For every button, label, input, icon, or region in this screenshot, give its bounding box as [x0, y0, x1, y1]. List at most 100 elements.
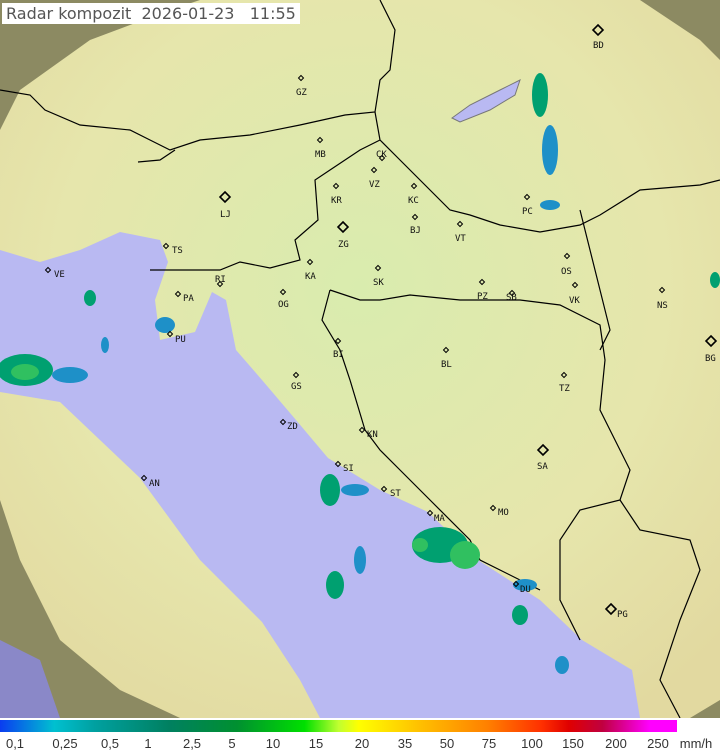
- city-marker-icon: [306, 258, 314, 266]
- city-label-zg: ZG: [338, 240, 349, 250]
- city-marker-icon: [489, 504, 497, 512]
- city-label-tz: TZ: [559, 384, 570, 394]
- city-marker-icon: [512, 580, 520, 588]
- city-marker-icon: [216, 280, 224, 288]
- radar-map[interactable]: GZ BD MB CK VZ KR KC LJ ZG BJ VT PC TS KA SK OS NS VE RI PA…: [0, 0, 720, 718]
- lake-balaton: [451, 79, 521, 123]
- city-marker-icon: [166, 330, 174, 338]
- city-label-bd: BD: [593, 41, 604, 51]
- city-marker-icon: [410, 182, 418, 190]
- legend-label: 2,5: [182, 736, 202, 751]
- legend-label: 0,5: [100, 736, 120, 751]
- city-label-ka: KA: [305, 272, 316, 282]
- city-label-gs: GS: [291, 382, 302, 392]
- legend-label: 250: [647, 736, 669, 751]
- city-label-si: SI: [343, 464, 354, 474]
- city-marker-icon: [292, 371, 300, 379]
- city-marker-icon: [563, 252, 571, 260]
- legend-label: 10: [265, 736, 281, 751]
- city-label-ns: NS: [657, 301, 668, 311]
- city-label-sa: SA: [537, 462, 548, 472]
- city-label-bl: BL: [441, 360, 452, 370]
- city-label-ri: RI: [215, 275, 226, 285]
- city-label-zd: ZD: [287, 422, 298, 432]
- city-label-ts: TS: [172, 246, 183, 256]
- legend-unit: mm/h: [679, 736, 713, 751]
- city-label-ma: MA: [434, 514, 445, 524]
- city-label-ve: VE: [54, 270, 65, 280]
- city-label-pa: PA: [183, 294, 194, 304]
- city-marker-icon: [316, 136, 324, 144]
- city-marker-icon: [536, 443, 550, 457]
- legend-label: 75: [481, 736, 497, 751]
- legend-label: 1: [144, 736, 152, 751]
- city-marker-icon: [704, 334, 718, 348]
- city-marker-icon: [508, 289, 516, 297]
- city-marker-icon: [297, 74, 305, 82]
- outside-sea: [0, 640, 60, 718]
- legend-label: 5: [228, 736, 236, 751]
- city-label-vk: VK: [569, 296, 580, 306]
- map-title: Radar kompozit 2026-01-23 11:55: [2, 3, 300, 24]
- city-marker-icon: [334, 337, 342, 345]
- city-marker-icon: [358, 426, 366, 434]
- city-marker-icon: [279, 288, 287, 296]
- legend-label: 0,25: [52, 736, 78, 751]
- country-borders: [0, 0, 720, 718]
- city-label-sb: SB: [506, 293, 517, 303]
- adriatic-sea: [0, 232, 640, 718]
- legend-label: 200: [605, 736, 627, 751]
- city-label-mo: MO: [498, 508, 509, 518]
- city-marker-icon: [442, 346, 450, 354]
- city-marker-icon: [44, 266, 52, 274]
- city-label-kc: KC: [408, 196, 419, 206]
- legend-labels: 0,1 0,25 0,5 1 2,5 5 10 15 20 35 50 75 100 150 200 250 m…: [0, 736, 720, 751]
- city-label-gz: GZ: [296, 88, 307, 98]
- legend-label: 150: [562, 736, 584, 751]
- city-marker-icon: [478, 278, 486, 286]
- legend-label: 20: [354, 736, 370, 751]
- city-marker-icon: [162, 242, 170, 250]
- city-label-vz: VZ: [369, 180, 380, 190]
- city-marker-icon: [658, 286, 666, 294]
- rain-cells: [0, 73, 720, 674]
- city-marker-icon: [523, 193, 531, 201]
- city-label-kr: KR: [331, 196, 342, 206]
- city-label-st: ST: [390, 489, 401, 499]
- city-label-du: DU: [520, 585, 531, 595]
- city-label-ck: CK: [376, 150, 387, 160]
- legend-label: 15: [308, 736, 324, 751]
- city-label-lj: LJ: [220, 210, 231, 220]
- city-marker-icon: [456, 220, 464, 228]
- city-label-kn: KN: [367, 430, 378, 440]
- city-label-bj: BJ: [410, 226, 421, 236]
- legend-label: 100: [521, 736, 543, 751]
- city-label-os: OS: [561, 267, 572, 277]
- city-marker-icon: [334, 460, 342, 468]
- city-marker-icon: [336, 220, 350, 234]
- city-label-pu: PU: [175, 335, 186, 345]
- city-marker-icon: [426, 509, 434, 517]
- city-marker-icon: [560, 371, 568, 379]
- city-label-vt: VT: [455, 234, 466, 244]
- city-label-bg: BG: [705, 354, 716, 364]
- radar-coverage: [0, 0, 720, 718]
- city-markers: GZ BD MB CK VZ KR KC LJ ZG BJ VT PC TS KA SK OS NS VE RI PA…: [44, 23, 718, 620]
- city-marker-icon: [370, 166, 378, 174]
- city-label-sk: SK: [373, 278, 384, 288]
- city-label-pg: PG: [617, 610, 628, 620]
- city-label-an: AN: [149, 479, 160, 489]
- city-label-pz: PZ: [477, 292, 488, 302]
- city-label-pc: PC: [522, 207, 533, 217]
- city-marker-icon: [140, 474, 148, 482]
- city-marker-icon: [174, 290, 182, 298]
- precipitation-color-scale: [0, 720, 677, 732]
- city-marker-icon: [279, 418, 287, 426]
- city-marker-icon: [571, 281, 579, 289]
- city-marker-icon: [332, 182, 340, 190]
- city-marker-icon: [411, 213, 419, 221]
- legend-label: 35: [397, 736, 413, 751]
- city-marker-icon: [380, 485, 388, 493]
- city-marker-icon: [218, 190, 232, 204]
- city-marker-icon: [591, 23, 605, 37]
